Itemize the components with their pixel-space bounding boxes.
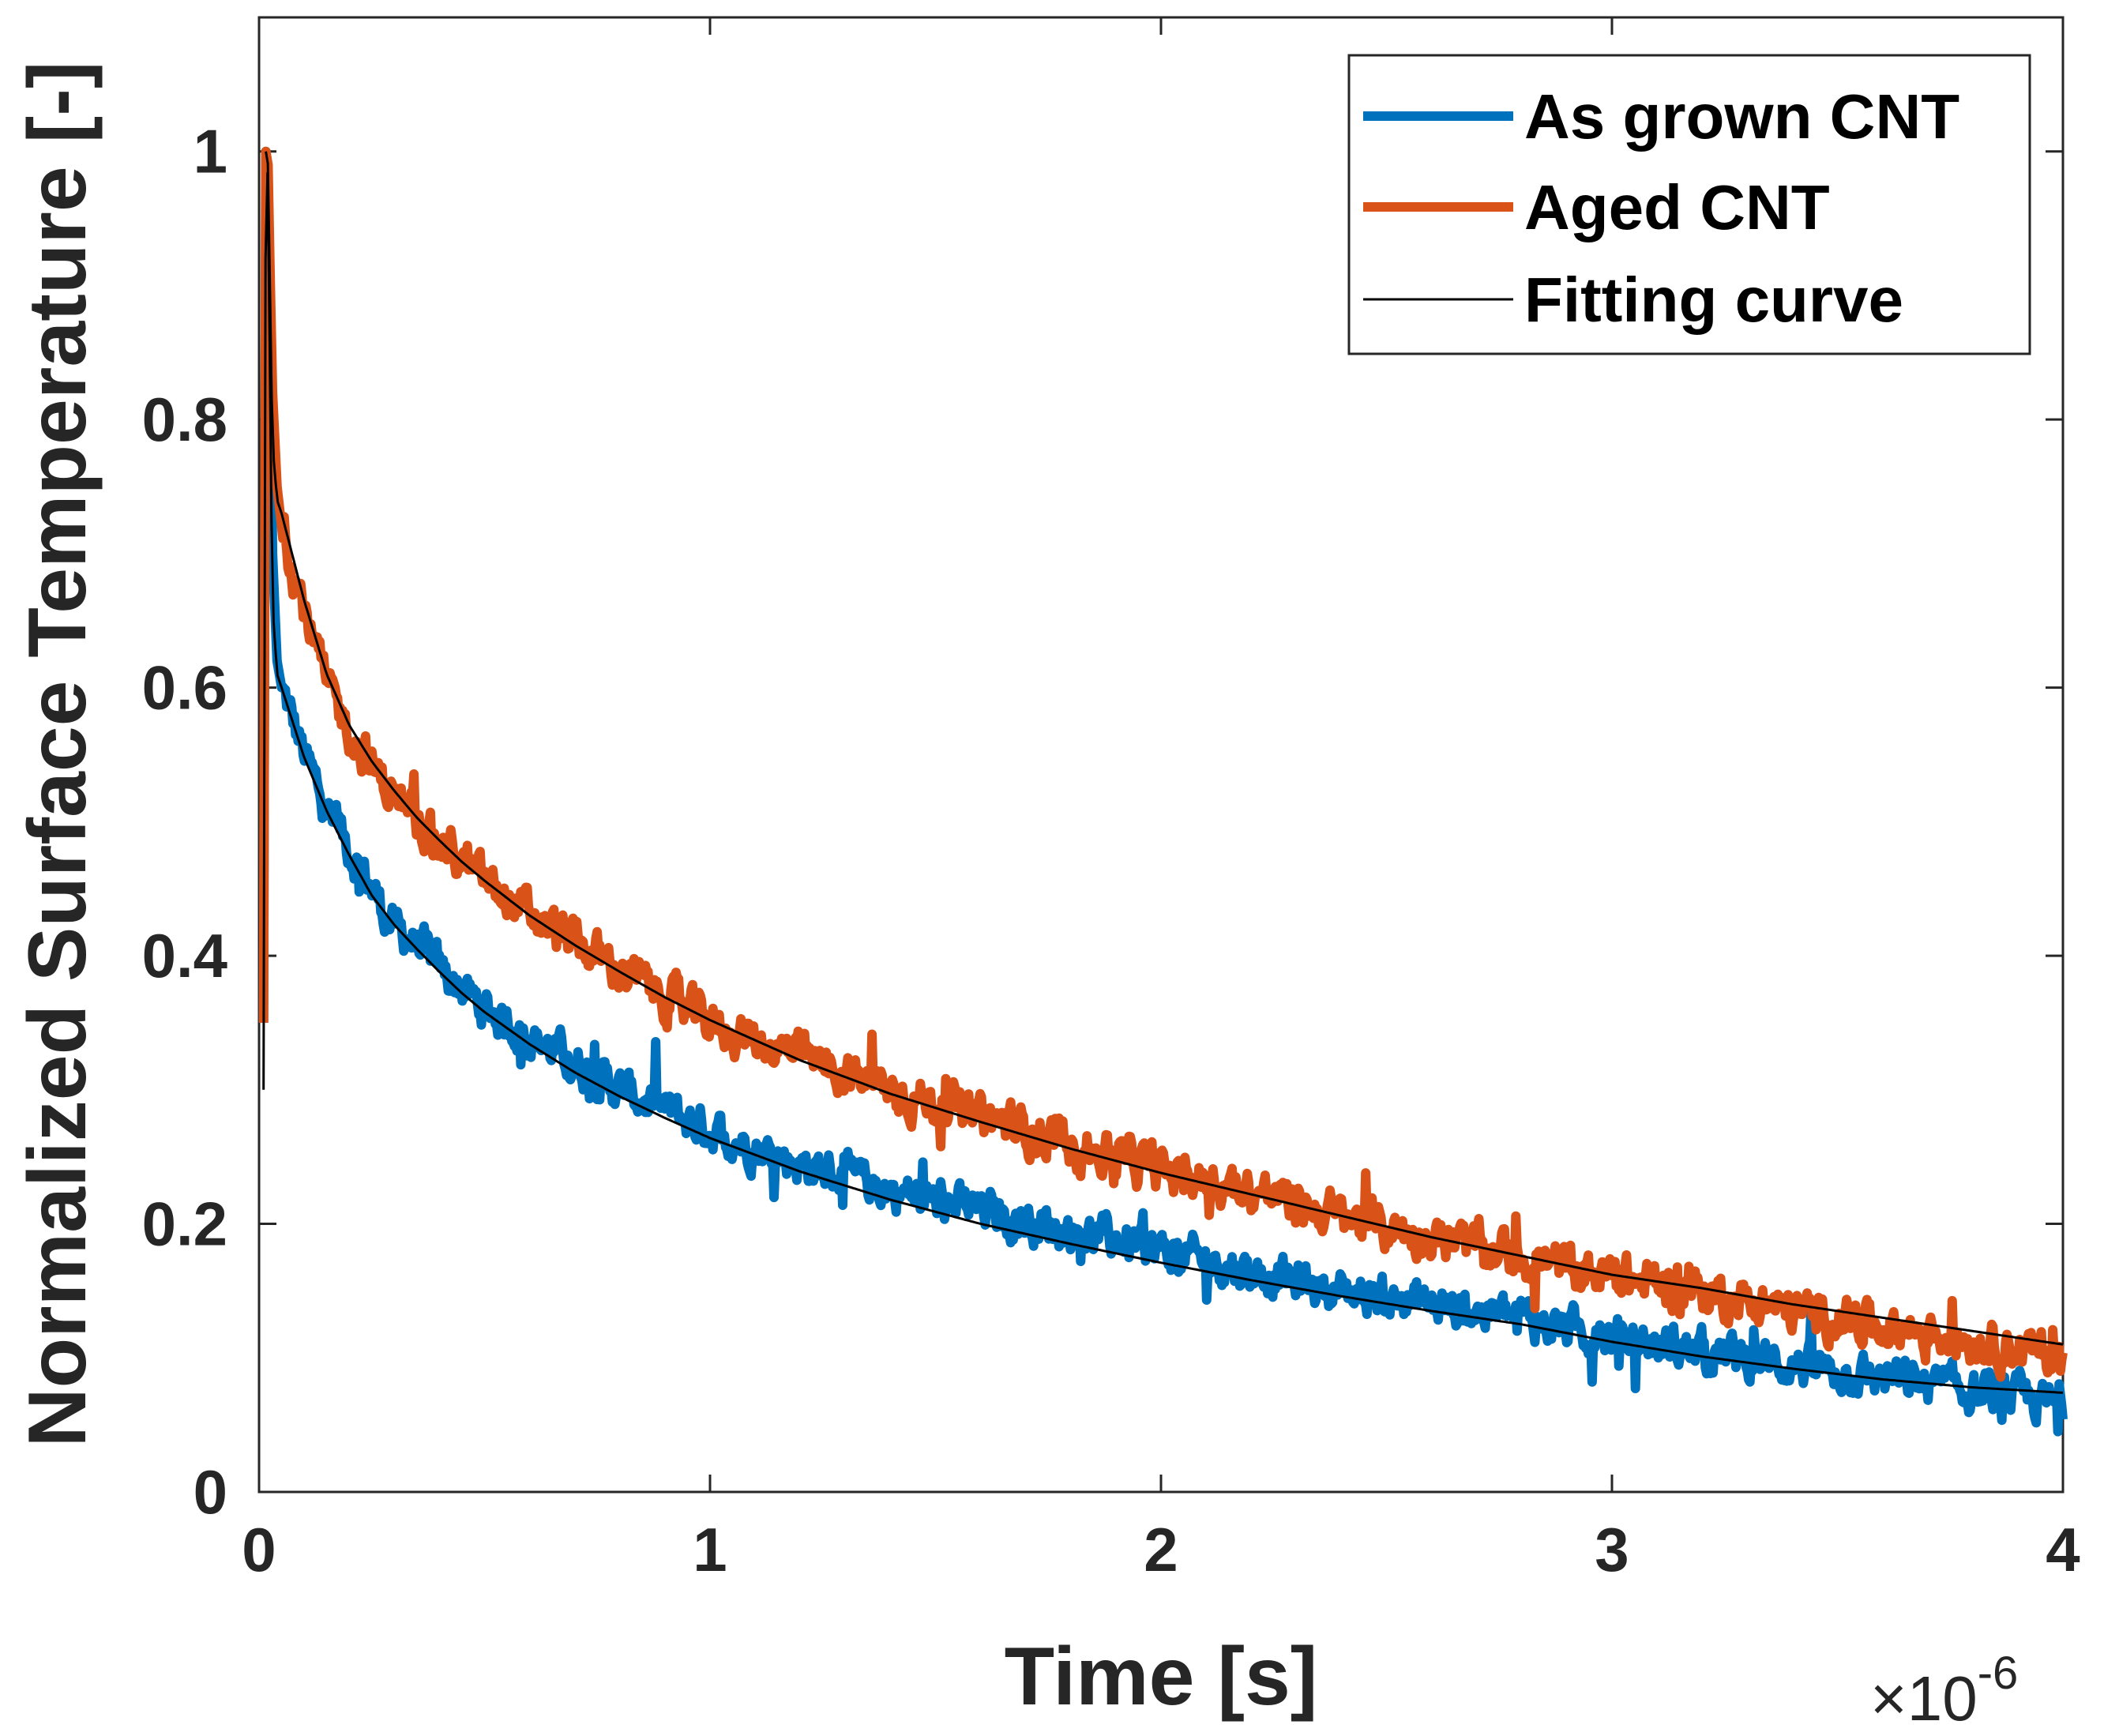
tick-labels: 0 1 2 3 4 0 0.2 0.4 0.6 0.8 1 — [142, 117, 2080, 1584]
x-tick-label: 2 — [1144, 1515, 1178, 1584]
x-tick-label: 1 — [693, 1515, 727, 1584]
multiplier-exponent: -6 — [1978, 1648, 2019, 1699]
y-tick-label: 1 — [193, 117, 227, 186]
legend-label-fit: Fitting curve — [1524, 265, 1903, 335]
x-axis-multiplier: ×10-6 — [1870, 1648, 2018, 1734]
y-tick-label: 0.8 — [142, 385, 227, 454]
legend: As grown CNT Aged CNT Fitting curve — [1347, 54, 2031, 355]
y-tick-label: 0.2 — [142, 1189, 227, 1259]
data-series — [258, 146, 2068, 1437]
x-tick-label: 4 — [2046, 1515, 2080, 1584]
series-fitting-curve-2 — [265, 151, 2064, 1346]
x-tick-label: 3 — [1595, 1515, 1629, 1584]
series-fitting-curve-1 — [262, 171, 2064, 1394]
y-tick-label: 0.6 — [142, 653, 227, 723]
legend-label-as-grown: As grown CNT — [1524, 81, 1959, 152]
legend-label-aged: Aged CNT — [1524, 172, 1830, 242]
multiplier-base: ×10 — [1870, 1663, 1978, 1734]
x-axis-title: Time [s] — [1005, 1631, 1318, 1723]
y-axis-title: Normalized Surface Temperature [-] — [12, 62, 103, 1448]
x-tick-label: 0 — [242, 1515, 276, 1584]
series-aged-cnt — [258, 146, 2068, 1382]
y-tick-label: 0 — [193, 1457, 227, 1527]
y-tick-label: 0.4 — [142, 921, 227, 990]
